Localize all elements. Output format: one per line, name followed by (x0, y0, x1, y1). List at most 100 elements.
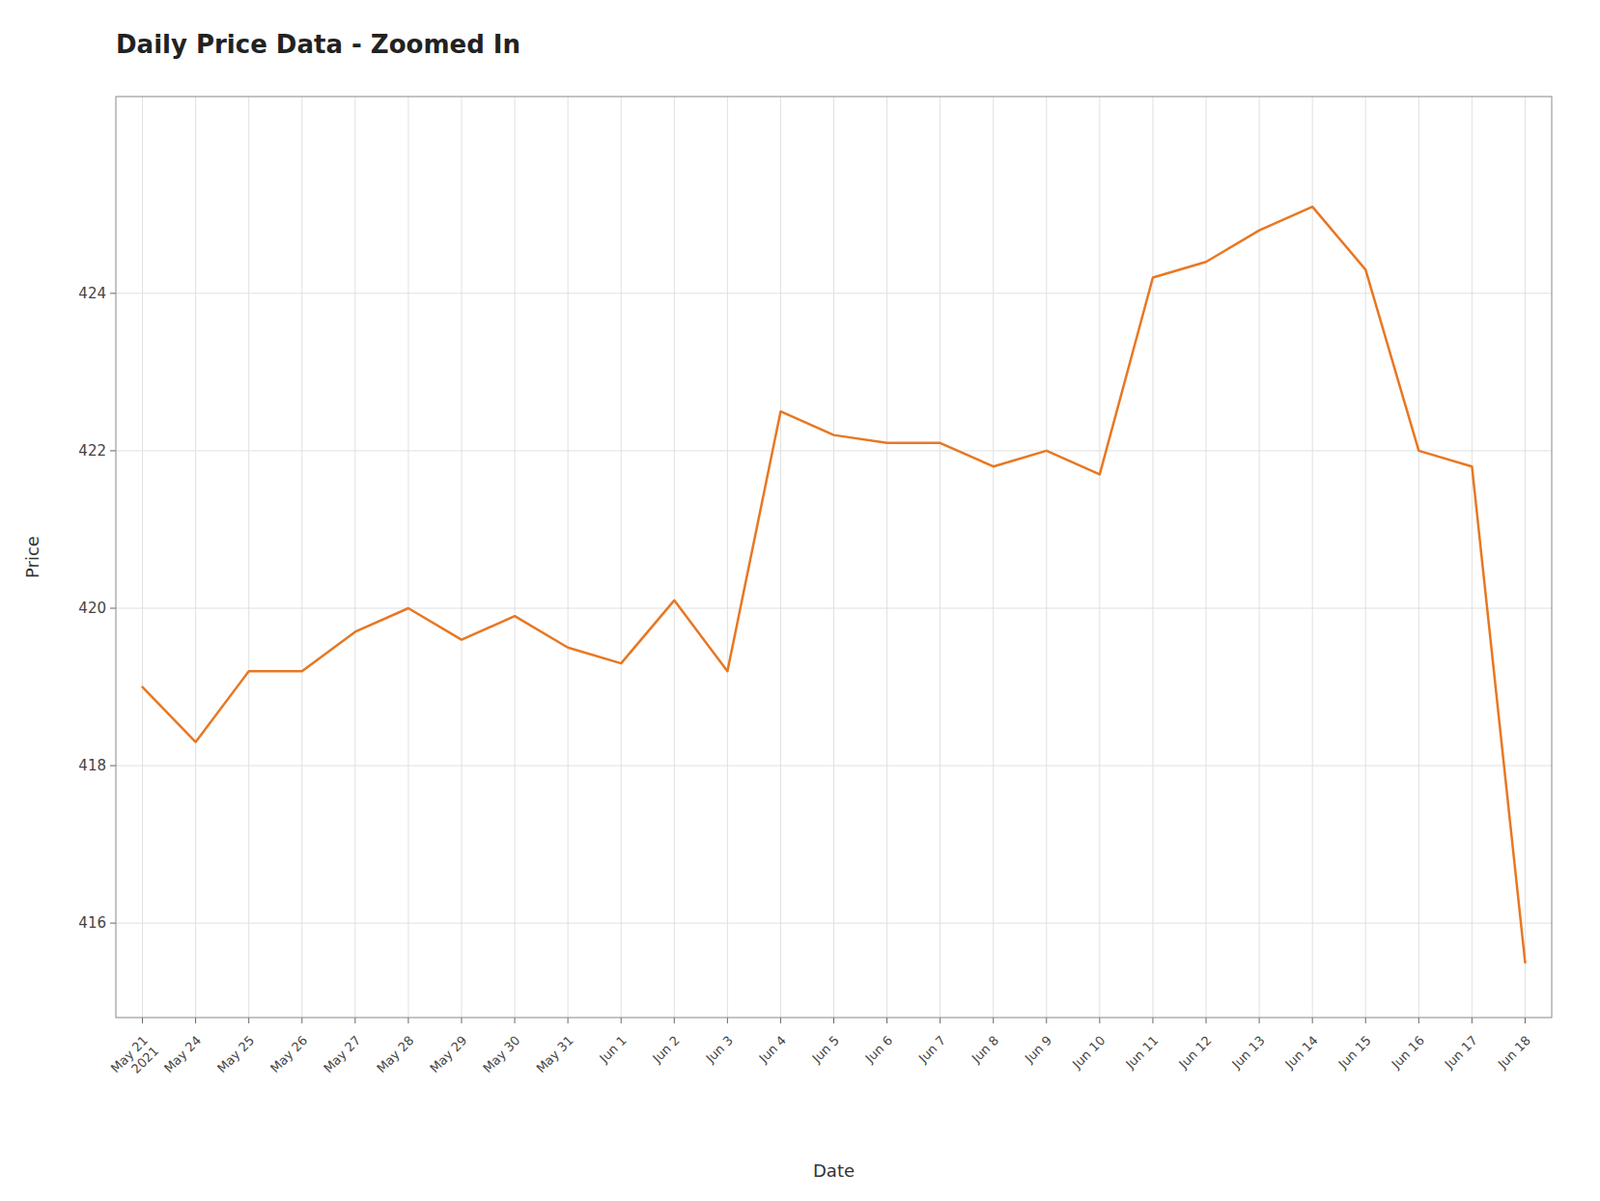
grid-line (248, 96, 250, 1018)
tick-label-line: May 24 (161, 1033, 204, 1076)
grid-line (673, 96, 675, 1018)
plot-area (142, 206, 1526, 963)
tick (1524, 1017, 1526, 1024)
grid-line (407, 96, 409, 1018)
tick (141, 1017, 143, 1024)
tick-label: May 26 (267, 1033, 310, 1076)
tick-label: Jun 6 (862, 1033, 896, 1067)
tick-label: Jun 4 (756, 1033, 789, 1067)
tick-label: Jun 8 (968, 1033, 1002, 1067)
tick-label: 422 (78, 442, 107, 460)
tick-label-line: Jun 10 (1068, 1033, 1108, 1072)
tick-label: 424 (78, 284, 107, 303)
tick-label-line: Jun 14 (1281, 1033, 1320, 1072)
grid-line (1471, 96, 1473, 1018)
grid-line (992, 96, 994, 1018)
grid-line (1524, 96, 1526, 1018)
tick-label-line: May 28 (373, 1033, 417, 1076)
tick-label-line: Jun 9 (1021, 1033, 1055, 1067)
tick-label: Jun 5 (809, 1033, 843, 1067)
tick-label: May 212021 (108, 1033, 162, 1087)
tick-label: Jun 14 (1281, 1033, 1320, 1072)
tick-label: 416 (78, 914, 107, 932)
grid-line (886, 96, 888, 1018)
tick-label: Jun 17 (1441, 1033, 1481, 1072)
tick-label: Jun 7 (915, 1033, 949, 1067)
tick-label-line: May 30 (479, 1033, 523, 1076)
plot-frame (115, 96, 1552, 1018)
tick-label-line: 2021 (128, 1043, 162, 1077)
tick (567, 1017, 569, 1024)
line (142, 206, 1526, 963)
tick (1098, 1017, 1100, 1024)
tick-label: May 24 (161, 1033, 204, 1076)
tick (833, 1017, 835, 1024)
tick (1312, 1017, 1314, 1024)
x-axis-label: Date (813, 1160, 855, 1181)
tick-label: May 29 (426, 1033, 470, 1076)
tick-label-line: Jun 16 (1388, 1033, 1428, 1072)
tick-label: Jun 16 (1388, 1033, 1428, 1072)
tick-label: Jun 11 (1122, 1033, 1161, 1072)
tick (195, 1017, 197, 1024)
tick-label-line: May 31 (533, 1033, 576, 1076)
tick-label-line: May 26 (267, 1033, 310, 1076)
tick-label: Jun 15 (1334, 1033, 1374, 1072)
tick (110, 765, 116, 767)
tick (460, 1017, 462, 1024)
tick (354, 1017, 356, 1024)
tick (110, 292, 116, 294)
tick-label: Jun 9 (1021, 1033, 1055, 1067)
tick-label-line: May 29 (426, 1033, 470, 1076)
chart: Daily Price Data - Zoomed In416418420422… (0, 0, 1600, 1201)
tick (248, 1017, 250, 1024)
tick-label-line: May 27 (320, 1033, 364, 1076)
tick-label-line: Jun 6 (862, 1033, 896, 1067)
tick (407, 1017, 409, 1024)
grid-line (460, 96, 462, 1018)
tick (780, 1017, 782, 1024)
tick (1206, 1017, 1208, 1024)
tick-label-line: May 25 (214, 1033, 257, 1076)
grid-line (514, 96, 516, 1018)
tick (1365, 1017, 1367, 1024)
tick-label: 418 (78, 757, 107, 775)
tick (1418, 1017, 1420, 1024)
grid-line (1365, 96, 1367, 1018)
tick-label-line: Jun 17 (1441, 1033, 1481, 1072)
tick (886, 1017, 888, 1024)
tick-label: 420 (78, 599, 107, 618)
tick-label-line: Jun 12 (1175, 1033, 1214, 1072)
tick-label: May 31 (533, 1033, 576, 1076)
grid-line (939, 96, 941, 1018)
grid-line (1418, 96, 1420, 1018)
tick-label: May 30 (479, 1033, 523, 1076)
grid-line (1259, 96, 1261, 1018)
grid-line (833, 96, 835, 1018)
tick-label: Jun 10 (1068, 1033, 1108, 1072)
tick-label-line: Jun 11 (1122, 1033, 1161, 1072)
grid-line (1206, 96, 1208, 1018)
tick-label-line: Jun 13 (1228, 1033, 1267, 1072)
tick (939, 1017, 941, 1024)
tick (1045, 1017, 1047, 1024)
grid-line (567, 96, 569, 1018)
tick-label: Jun 18 (1494, 1033, 1534, 1072)
grid-line (1045, 96, 1047, 1018)
tick-label: Jun 2 (648, 1033, 682, 1067)
grid-line (780, 96, 782, 1018)
tick (673, 1017, 675, 1024)
tick-label-line: Jun 15 (1334, 1033, 1374, 1072)
tick (1151, 1017, 1153, 1024)
tick (727, 1017, 729, 1024)
tick-label: Jun 1 (595, 1033, 629, 1067)
tick-label: Jun 12 (1175, 1033, 1214, 1072)
grid-line (141, 96, 143, 1018)
tick (110, 449, 116, 451)
tick (1259, 1017, 1261, 1024)
grid-line (1312, 96, 1314, 1018)
tick (620, 1017, 622, 1024)
grid (115, 96, 1552, 1018)
tick-label: May 28 (373, 1033, 417, 1076)
tick-label-line: Jun 18 (1494, 1033, 1534, 1072)
